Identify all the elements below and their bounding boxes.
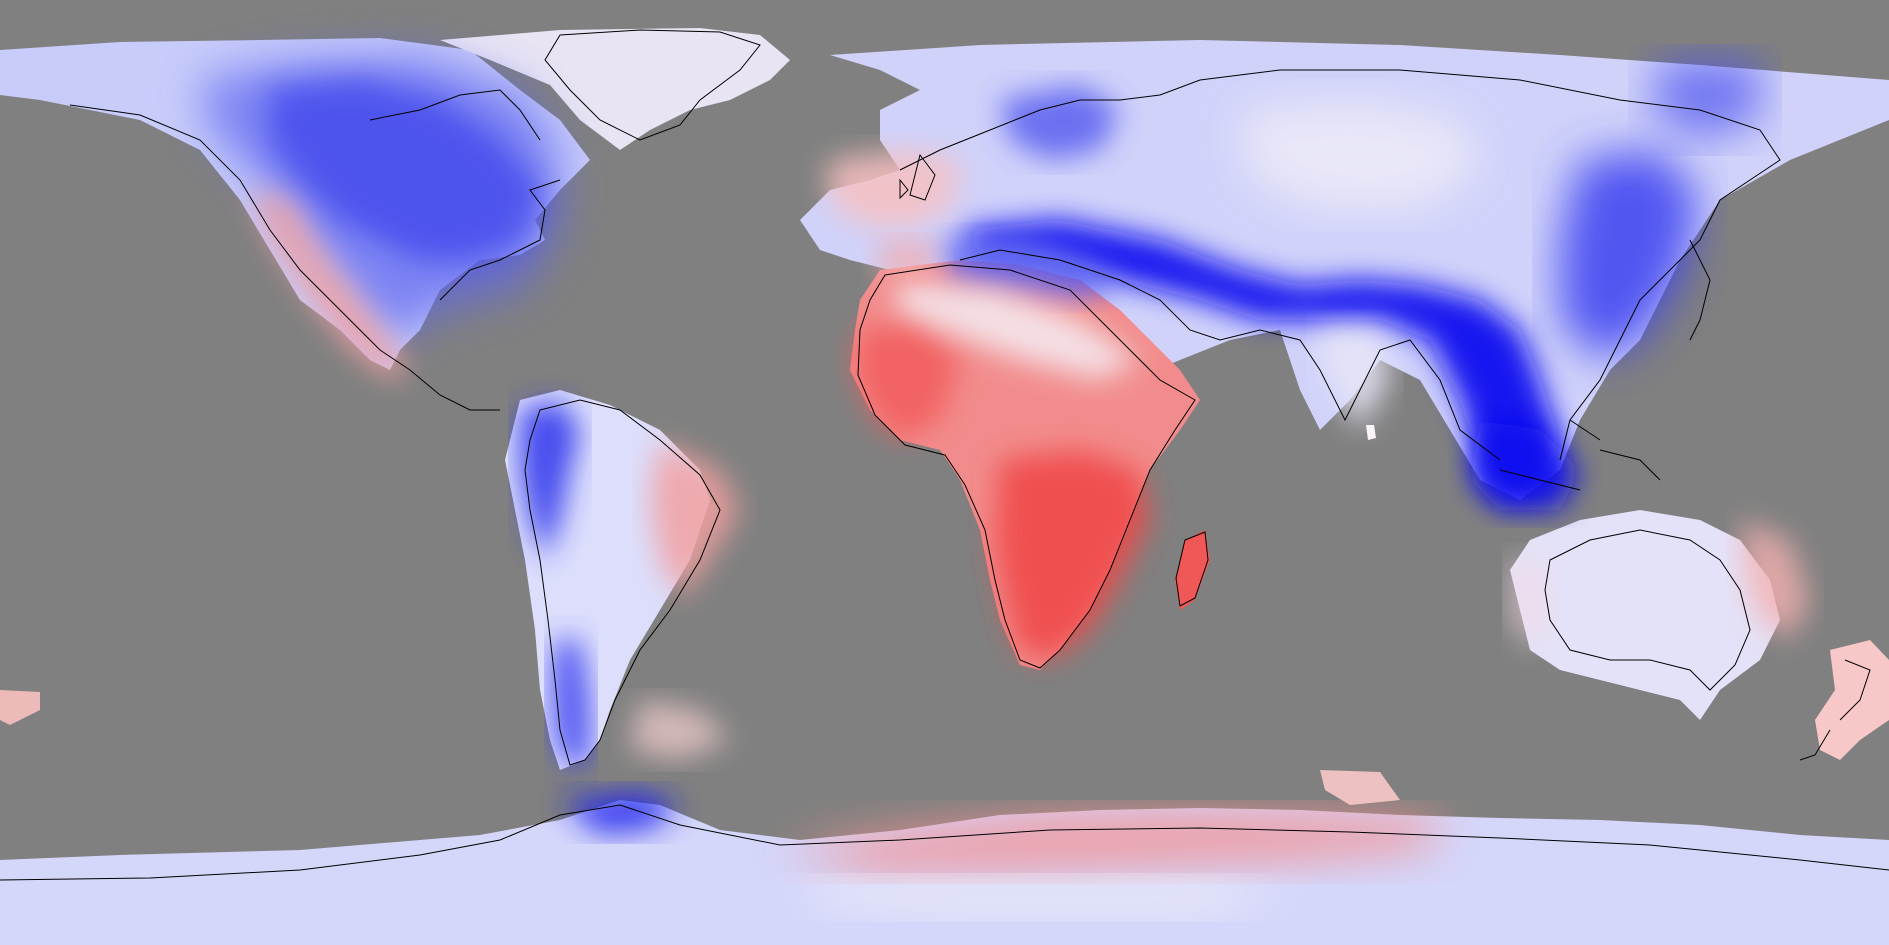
asia-cold-belt <box>960 220 1560 500</box>
anomaly-overlays <box>0 55 1810 915</box>
scandinavia-blue <box>1000 85 1120 160</box>
indonesia-blue <box>1470 420 1580 510</box>
west-africa-warm <box>855 320 960 440</box>
africa-coastline <box>857 264 1196 669</box>
andes-cold <box>520 400 580 560</box>
mediterranean-blue <box>940 235 1120 300</box>
indonesia-coastline <box>1499 419 1661 491</box>
british-isles-coastline <box>899 153 936 201</box>
antarctica-coastline <box>0 804 1889 881</box>
west-coast-warm-strip <box>250 190 410 380</box>
iberia-warm <box>875 240 940 280</box>
madagascar-region <box>1175 530 1210 610</box>
antarctica-warm-band <box>780 812 1450 872</box>
sri-lanka-white <box>1366 425 1376 440</box>
antarctica-white <box>800 880 1300 915</box>
east-australia-warm <box>1740 520 1810 640</box>
argentina-pink <box>630 700 730 760</box>
india-light <box>1320 330 1390 430</box>
coastlines <box>0 29 1889 881</box>
north-atlantic-warm <box>825 150 960 230</box>
brazil-warm <box>650 440 740 600</box>
sahara-white-band <box>895 280 1140 380</box>
south-america-coastline <box>524 399 721 766</box>
new-zealand-coastline <box>1799 659 1871 761</box>
north-america-mid-blue <box>200 55 560 340</box>
eurasia-coastline <box>899 69 1781 461</box>
greenland-region <box>440 28 790 150</box>
north-america-coastline <box>69 89 561 411</box>
antarctic-peninsula-blue <box>560 790 680 835</box>
southern-africa-warm <box>995 450 1150 660</box>
west-australia-pale <box>1510 560 1550 650</box>
siberia-pale <box>1240 100 1480 210</box>
japan-coastline <box>1689 239 1711 341</box>
pacific-warm-island <box>0 690 40 725</box>
east-asia-blue <box>1560 150 1700 360</box>
southern-ocean-warm-patch <box>1320 770 1400 805</box>
patagonia-cold <box>552 640 590 770</box>
australia-coastline <box>1544 529 1751 691</box>
greenland-coastline <box>544 29 761 141</box>
madagascar-coastline <box>1175 531 1209 607</box>
australia-region <box>1510 510 1780 720</box>
far-east-blue <box>1650 60 1760 140</box>
